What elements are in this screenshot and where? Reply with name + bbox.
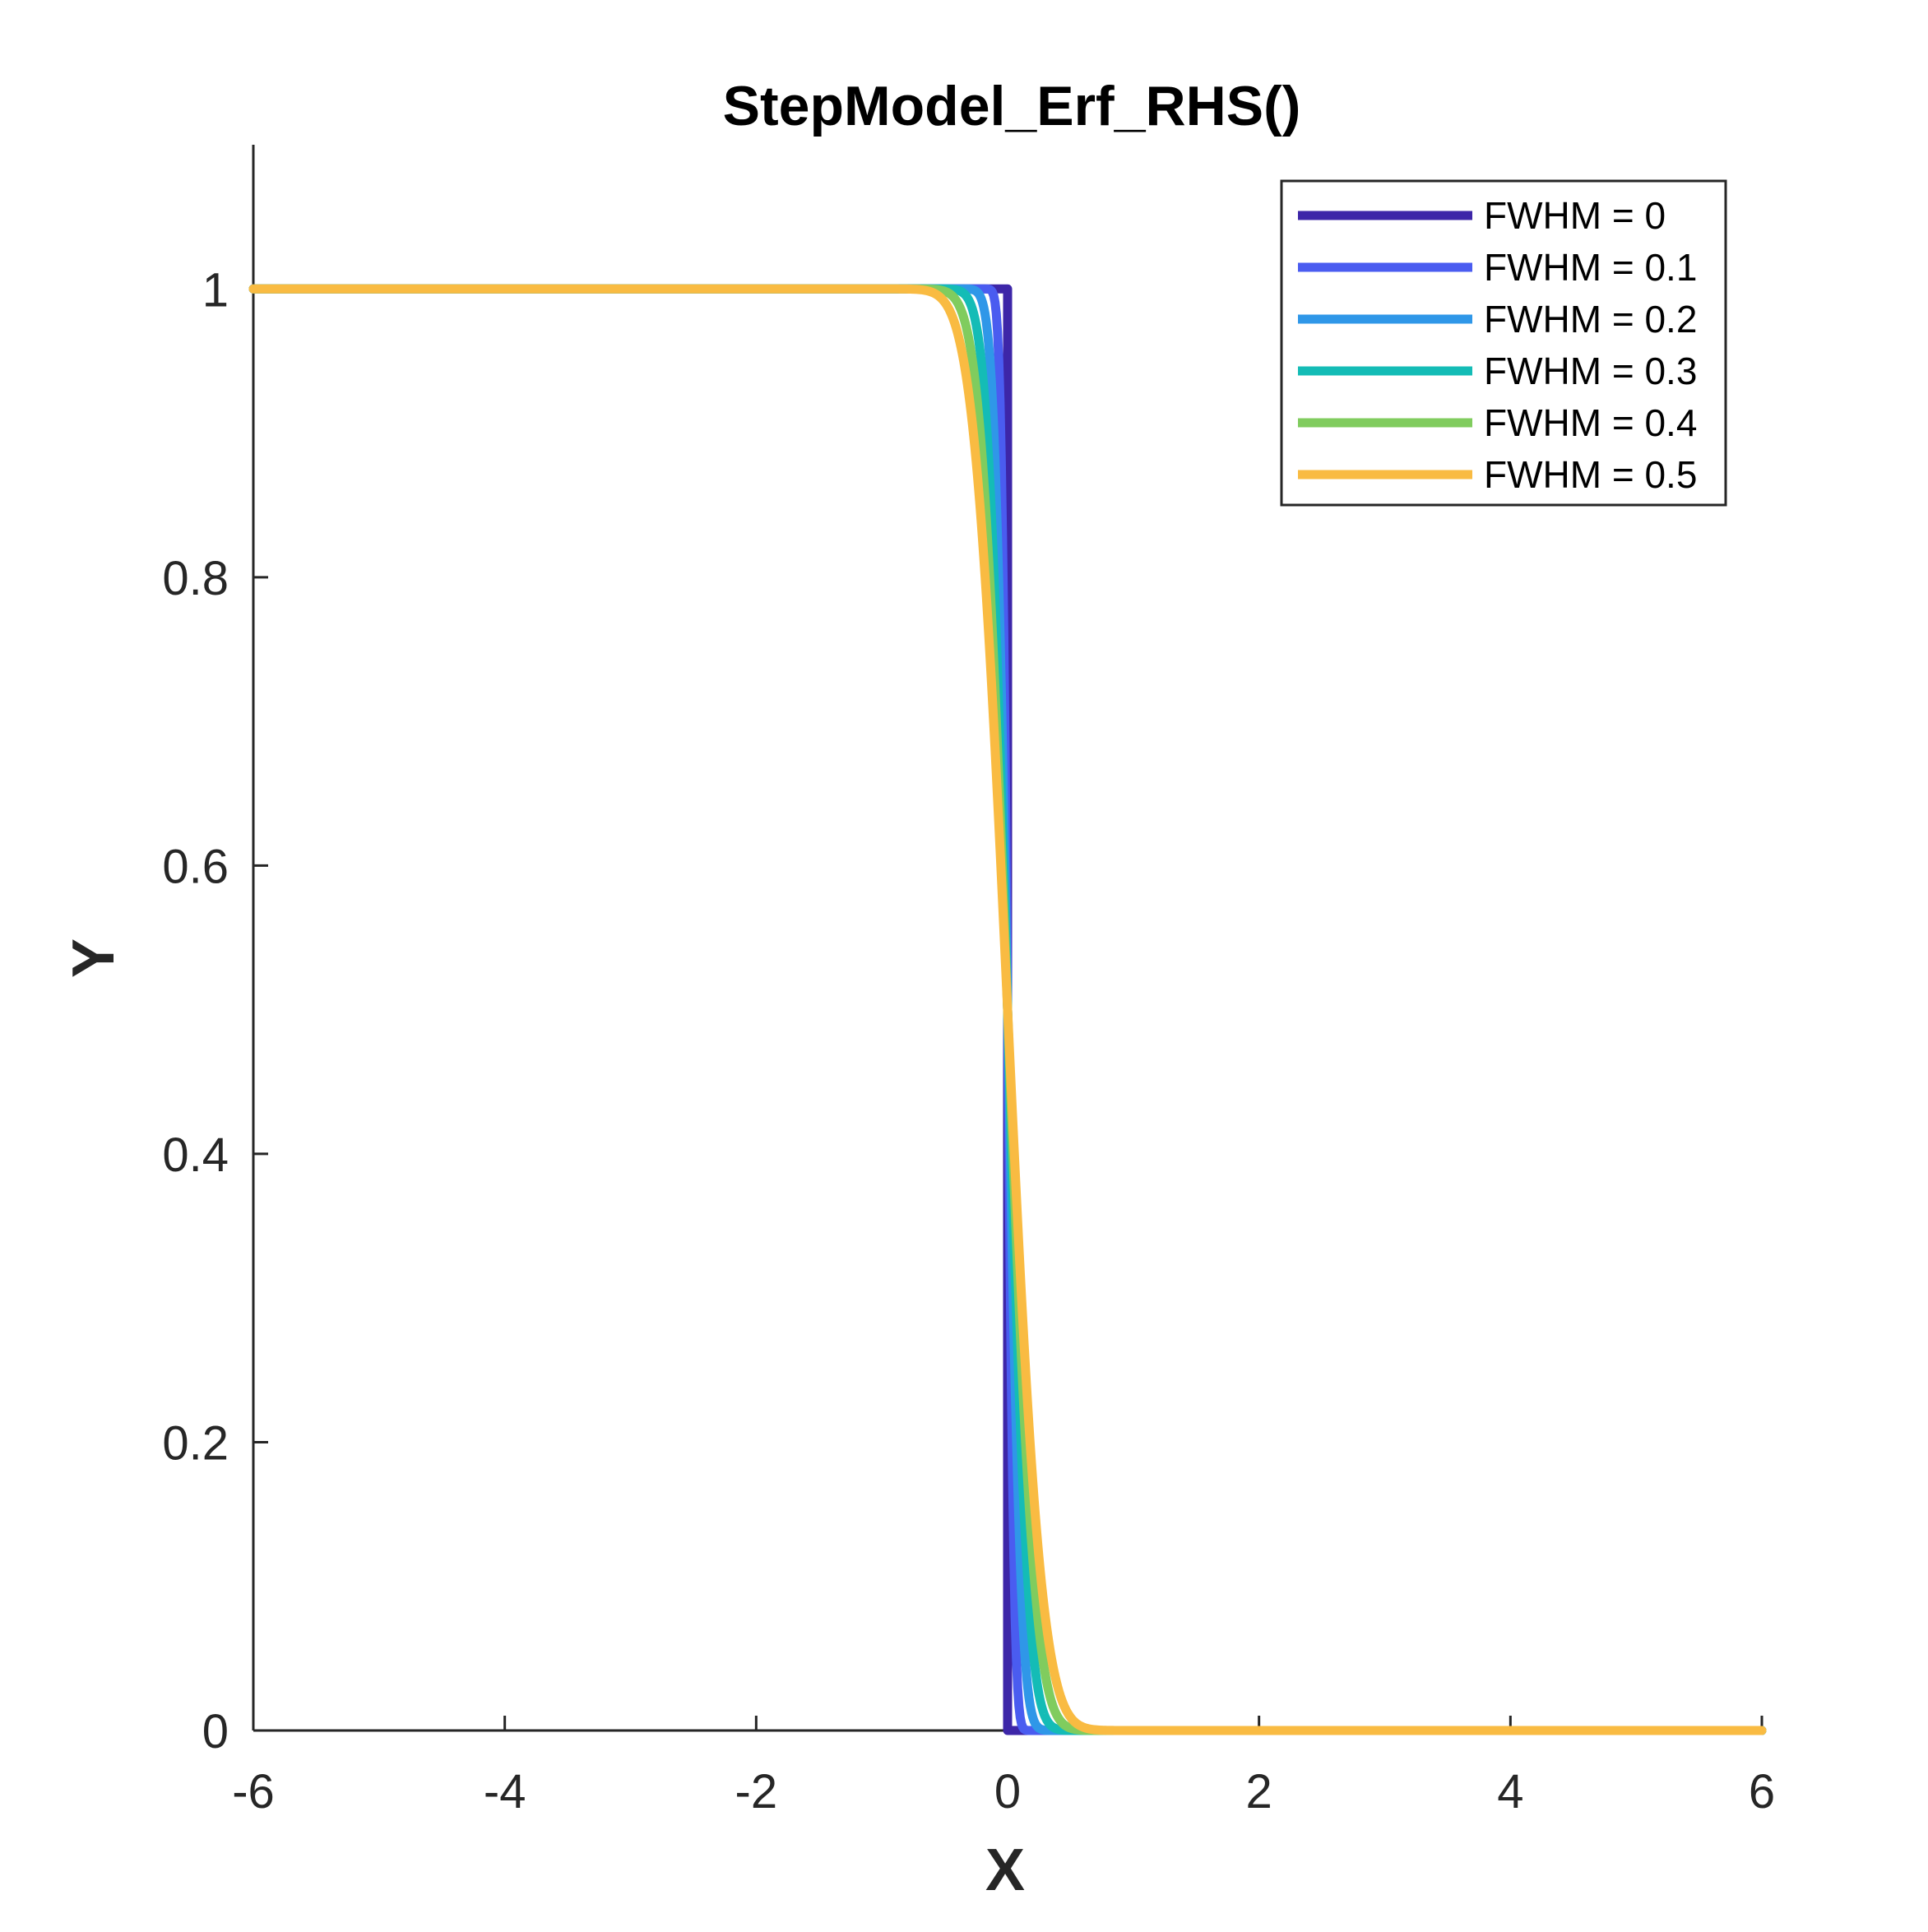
- x-tick-label: -4: [484, 1765, 526, 1818]
- x-tick-label: 4: [1497, 1765, 1523, 1818]
- series-line-5: [248, 284, 1767, 1735]
- legend: FWHM = 0 FWHM = 0.1 FWHM = 0.2 FWHM = 0.3 FW…: [1280, 179, 1727, 507]
- x-axis-label: X: [985, 1837, 1025, 1903]
- legend-label: FWHM = 0.2: [1484, 298, 1697, 341]
- x-tick-label: 0: [994, 1765, 1021, 1818]
- y-tick-label: 0.8: [162, 552, 229, 605]
- x-tick-label: 2: [1246, 1765, 1272, 1818]
- y-tick-label: 0.6: [162, 840, 229, 893]
- y-tick-label: 1: [202, 263, 229, 317]
- x-tick-label: 6: [1749, 1765, 1775, 1818]
- x-tick-label: -2: [735, 1765, 778, 1818]
- legend-label: FWHM = 0.5: [1484, 453, 1697, 496]
- series-group: [248, 284, 1767, 1735]
- legend-label: FWHM = 0: [1484, 194, 1666, 237]
- y-tick-label: 0.4: [162, 1128, 229, 1182]
- axes: -6 -4 -2 0 2 4 6 0 0.2 0.4 0.6 0.8 1: [162, 145, 1775, 1818]
- y-axis-label: Y: [61, 938, 127, 978]
- y-tick-label: 0: [202, 1705, 229, 1758]
- chart-title: StepModel_Erf_RHS(): [723, 75, 1301, 137]
- legend-label: FWHM = 0.1: [1484, 246, 1697, 289]
- legend-box: [1280, 179, 1727, 507]
- legend-label: FWHM = 0.3: [1484, 350, 1697, 392]
- legend-label: FWHM = 0.4: [1484, 401, 1697, 444]
- x-tick-label: -6: [232, 1765, 275, 1818]
- y-tick-label: 0.2: [162, 1416, 229, 1470]
